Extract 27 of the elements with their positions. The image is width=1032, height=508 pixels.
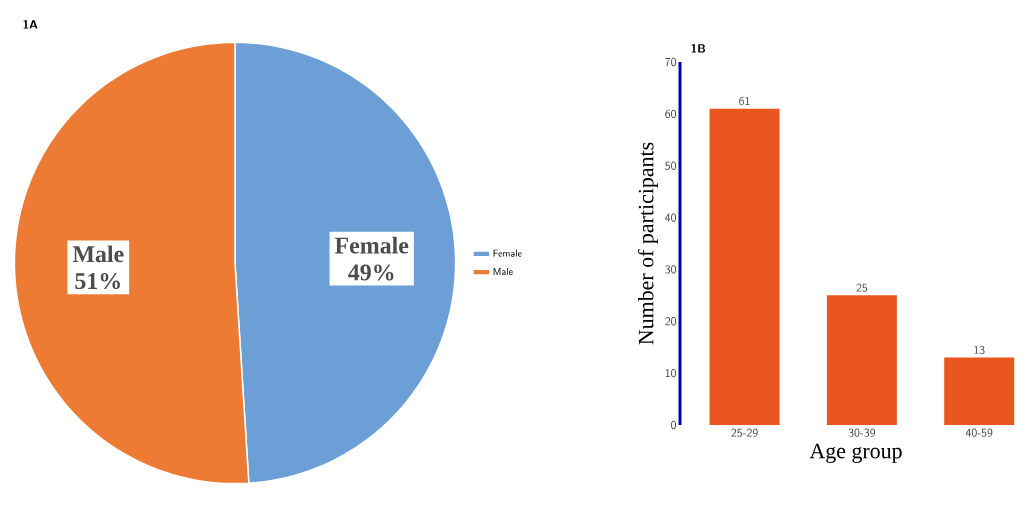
data-label: 49%: [348, 264, 394, 281]
y-tick-label: 30: [665, 265, 676, 274]
data-label: 25: [856, 283, 868, 292]
slice-label: Male: [72, 245, 124, 263]
legend-label: Female: [493, 249, 522, 257]
y-tick-label: 50: [665, 161, 676, 170]
y-tick-label: 40: [665, 213, 676, 222]
y-tick-label: 70: [665, 57, 676, 67]
x-tick-label: 40-59: [965, 428, 993, 437]
y-tick-label: 20: [665, 317, 676, 326]
y-tick-label: 0: [671, 420, 676, 430]
data-label: 61: [739, 96, 750, 106]
bar: [944, 357, 1015, 425]
y-axis-title: Number of participants: [637, 142, 658, 345]
data-label: 13: [974, 345, 985, 355]
x-tick-label: 25-29: [731, 428, 758, 437]
chart-title: 1B: [691, 43, 706, 53]
x-axis-title: Age group: [809, 443, 902, 463]
legend-label: Male: [493, 267, 513, 275]
bar: [709, 108, 780, 425]
x-tick-label: 30-39: [848, 428, 876, 437]
y-tick-label: 60: [665, 109, 676, 119]
chart-title: 1A: [23, 19, 38, 29]
y-tick-label: 10: [665, 368, 676, 378]
slice-label: Female: [334, 236, 409, 254]
data-label: 51%: [75, 272, 120, 290]
bar: [826, 295, 897, 425]
